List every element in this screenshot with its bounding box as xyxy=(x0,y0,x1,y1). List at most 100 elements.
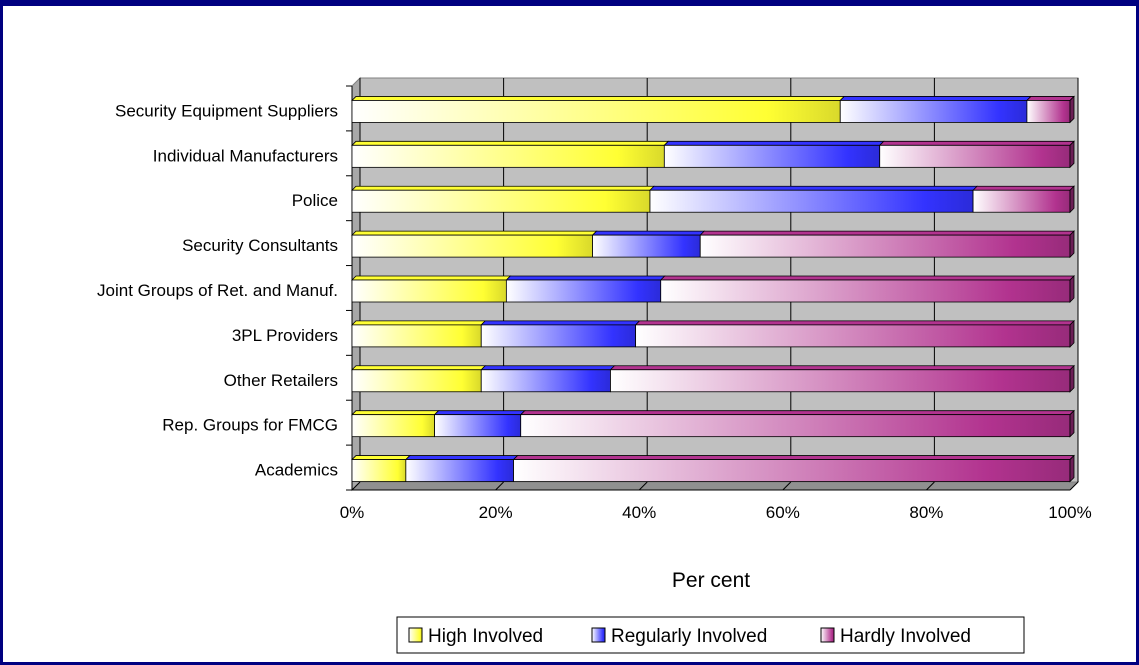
bar-top-face xyxy=(519,410,1075,416)
bar-top-face xyxy=(351,410,440,416)
bar-segment xyxy=(351,365,487,393)
gridline-floor xyxy=(1069,481,1079,491)
bar-end-face xyxy=(1069,364,1075,393)
bar-segment xyxy=(404,455,519,482)
bar-segment xyxy=(649,185,979,213)
bar-segment xyxy=(878,140,1075,169)
bar-segment xyxy=(351,320,487,348)
category-label: Police xyxy=(292,191,338,210)
bar-front-face xyxy=(351,189,651,213)
gridline-floor xyxy=(638,481,648,491)
bar-front-face xyxy=(649,189,974,213)
legend-item: Hardly Involved xyxy=(820,626,971,647)
bar-front-face xyxy=(351,144,665,168)
gridline-floor xyxy=(782,481,792,491)
category-label: Security Equipment Suppliers xyxy=(115,101,338,120)
bar-segment xyxy=(351,455,411,482)
bar-segment xyxy=(519,409,1075,438)
x-axis-title: Per cent xyxy=(672,569,750,592)
bar-segment xyxy=(972,185,1075,214)
bar-segment xyxy=(659,275,1075,303)
x-tick-label: 60% xyxy=(766,503,800,522)
stacked-bar-chart: Security Equipment Suppliers Individual M… xyxy=(97,76,1092,654)
bar-segment xyxy=(839,96,1032,123)
bar-front-face xyxy=(351,459,407,482)
gridline-floor xyxy=(926,481,935,491)
bar-segment xyxy=(634,319,1075,348)
bar-row xyxy=(351,230,1075,259)
bar-segment xyxy=(1025,95,1075,124)
bar-end-face xyxy=(1069,140,1075,169)
legend-box xyxy=(396,616,1025,654)
gridline-floor xyxy=(351,481,361,491)
bar-front-face xyxy=(610,369,1071,393)
bar-top-face xyxy=(972,185,1075,191)
legend-label: Hardly Involved xyxy=(840,626,971,647)
bar-front-face xyxy=(434,414,522,438)
bar-end-face xyxy=(1069,275,1075,303)
bar-top-face xyxy=(351,230,598,236)
bar-front-face xyxy=(351,100,841,123)
bar-top-face xyxy=(404,455,519,460)
bar-front-face xyxy=(520,414,1071,438)
category-label: Academics xyxy=(255,461,338,480)
bar-row xyxy=(351,409,1075,438)
category-label: Security Consultants xyxy=(182,236,338,255)
bar-segment xyxy=(351,140,670,168)
x-tick-label: 40% xyxy=(622,503,656,522)
category-label: Other Retailers xyxy=(224,371,338,390)
bar-row xyxy=(351,185,1075,214)
bar-segment xyxy=(351,230,598,258)
bar-top-face xyxy=(699,230,1075,236)
bar-row xyxy=(351,319,1075,348)
x-tick-label: 20% xyxy=(479,503,513,522)
gridline-floor xyxy=(495,481,504,491)
bar-top-face xyxy=(351,185,655,191)
bar-front-face xyxy=(351,414,435,438)
bar-top-face xyxy=(480,320,641,326)
bar-segment xyxy=(351,410,440,438)
bar-end-face xyxy=(1069,230,1075,259)
bar-top-face xyxy=(663,140,885,146)
bar-row xyxy=(351,454,1075,483)
bar-top-face xyxy=(591,230,706,236)
bar-front-face xyxy=(405,459,514,482)
bar-segment xyxy=(505,275,666,303)
legend-label: High Involved xyxy=(428,626,543,647)
bar-top-face xyxy=(351,320,487,326)
legend-label: Regularly Involved xyxy=(611,626,767,647)
bar-front-face xyxy=(635,324,1071,348)
bar-top-face xyxy=(659,275,1075,281)
bar-top-face xyxy=(351,365,487,371)
bar-front-face xyxy=(351,324,482,348)
bar-top-face xyxy=(634,320,1075,326)
plot-floor xyxy=(350,481,1080,491)
x-tick-label: 0% xyxy=(340,503,365,522)
bar-front-face xyxy=(839,100,1028,123)
bar-top-face xyxy=(512,455,1075,460)
bar-segment xyxy=(351,185,655,213)
bar-top-face xyxy=(351,140,670,146)
bar-segment xyxy=(480,365,616,393)
legend-item: Regularly Involved xyxy=(591,626,767,647)
bar-segment xyxy=(591,230,706,258)
bar-front-face xyxy=(351,369,482,393)
category-label: Individual Manufacturers xyxy=(153,146,338,165)
bar-row xyxy=(351,95,1075,124)
bar-segment xyxy=(663,140,885,168)
bar-front-face xyxy=(351,279,507,303)
bar-top-face xyxy=(351,455,411,460)
bar-segment xyxy=(351,275,512,303)
bar-top-face xyxy=(433,410,526,416)
bar-top-face xyxy=(1025,96,1075,101)
legend-item: High Involved xyxy=(408,626,543,647)
bar-top-face xyxy=(609,365,1075,371)
bar-end-face xyxy=(1069,409,1075,438)
bar-top-face xyxy=(878,140,1075,146)
bar-segment xyxy=(480,320,641,348)
bar-segment xyxy=(512,454,1075,483)
category-label: Joint Groups of Ret. and Manuf. xyxy=(97,281,338,300)
x-tick-label: 100% xyxy=(1048,503,1091,522)
bar-end-face xyxy=(1069,319,1075,348)
